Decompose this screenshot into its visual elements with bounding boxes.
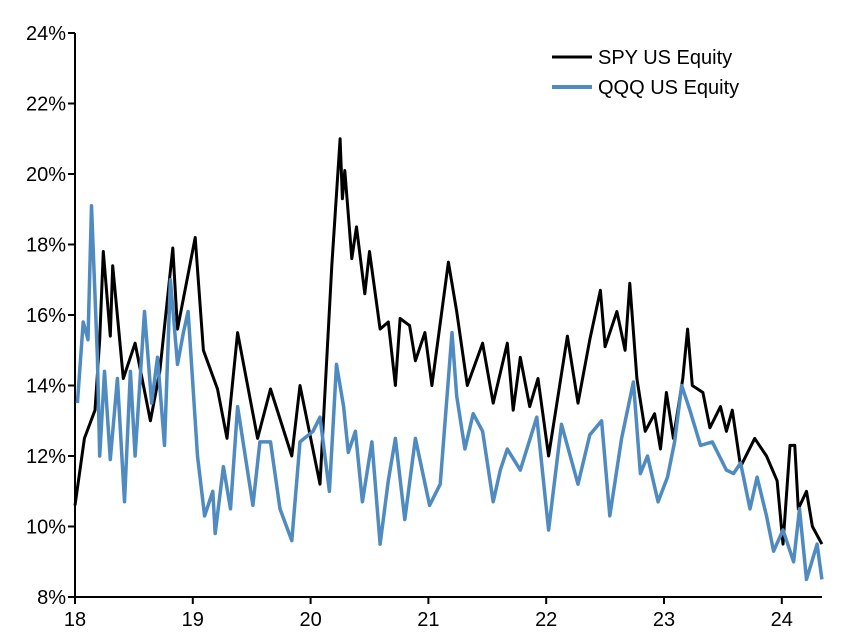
legend-label-qqq: QQQ US Equity <box>598 77 739 99</box>
x-tick-label: 22 <box>535 609 557 631</box>
x-tick-label: 19 <box>182 609 204 631</box>
series-group <box>73 137 824 582</box>
y-tick-label: 8% <box>37 587 66 609</box>
legend: SPY US Equity QQQ US Equity <box>552 47 739 99</box>
legend-label-spy: SPY US Equity <box>598 47 732 69</box>
y-tick-label: 18% <box>26 235 66 257</box>
x-tick-label: 21 <box>417 609 439 631</box>
y-tick-label: 12% <box>26 446 66 468</box>
y-tick-label: 14% <box>26 376 66 398</box>
y-tick-label: 10% <box>26 517 66 539</box>
y-tick-label: 20% <box>26 164 66 186</box>
series-line-qqq <box>75 203 824 582</box>
x-tick-label: 20 <box>299 609 321 631</box>
x-tick-label: 24 <box>771 609 793 631</box>
y-tick-label: 16% <box>26 305 66 327</box>
ticks: 8% 10% 12% 14% 16% 18% 20% 22% 24% 18 19 20 21 22 23 24 <box>26 23 793 631</box>
x-tick-label: 23 <box>653 609 675 631</box>
series-line-spy <box>73 137 824 546</box>
y-tick-label: 22% <box>26 94 66 116</box>
y-tick-label: 24% <box>26 23 66 45</box>
x-tick-label: 18 <box>64 609 86 631</box>
